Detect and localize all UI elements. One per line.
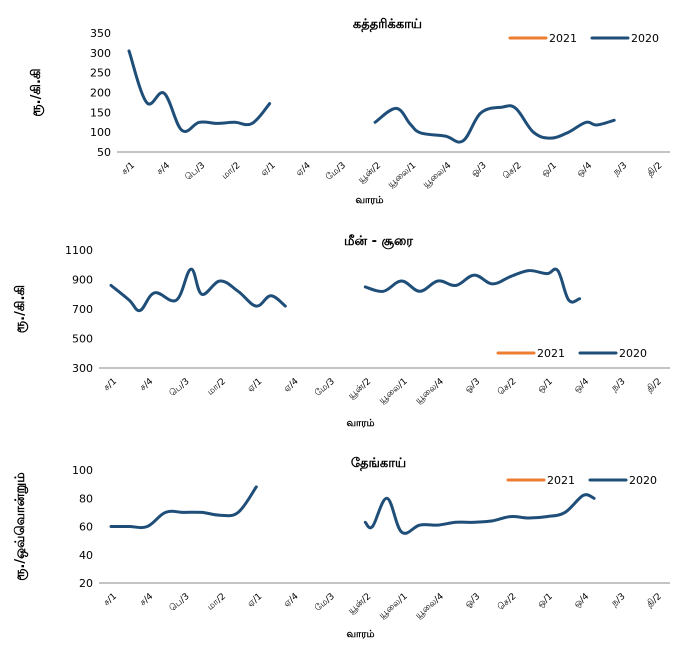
x-tick-label: ஏ/4 bbox=[282, 376, 301, 394]
y-tick-label: 200 bbox=[90, 87, 111, 100]
x-tick-label: மா/2 bbox=[206, 377, 228, 398]
x-tick-label: செ/2 bbox=[496, 592, 518, 613]
y-tick-label: 900 bbox=[72, 274, 93, 287]
y-tick-label: 40 bbox=[79, 549, 93, 562]
x-tick-label: ஓ/3 bbox=[463, 377, 482, 395]
series-2020-line-segment-2 bbox=[373, 104, 616, 144]
x-tick-label: ஏ/4 bbox=[282, 591, 301, 609]
y-tick-label: 500 bbox=[72, 333, 93, 346]
x-tick-label: ச/4 bbox=[155, 160, 172, 177]
y-tick-label: 80 bbox=[79, 492, 93, 505]
x-tick-label: ஏ/4 bbox=[294, 160, 313, 178]
x-tick-label: ஓ/3 bbox=[463, 592, 482, 610]
x-tick-label: ஒ/1 bbox=[536, 377, 555, 395]
x-tick-label: செ/2 bbox=[496, 377, 518, 398]
x-tick-label: ச/1 bbox=[120, 161, 137, 177]
legend-label-2021: 2021 bbox=[549, 32, 577, 45]
legend-label-2020: 2020 bbox=[629, 474, 657, 487]
x-tick-label: ச/4 bbox=[138, 591, 155, 608]
x-tick-label: யூலை/1 bbox=[377, 377, 409, 406]
x-tick-label: ச/4 bbox=[138, 376, 155, 393]
legend: 2021 2020 bbox=[508, 32, 659, 45]
x-tick-label: யூன்/2 bbox=[347, 592, 374, 617]
legend-label-2020: 2020 bbox=[631, 32, 659, 45]
series-2020-line-segment-2 bbox=[363, 267, 582, 304]
y-tick-label: 60 bbox=[79, 521, 93, 534]
x-axis-label: வாரம் bbox=[346, 418, 374, 429]
x-tick-label: யூலை/4 bbox=[414, 591, 446, 620]
y-tick-label: 350 bbox=[90, 27, 111, 40]
y-tick-label: 100 bbox=[72, 464, 93, 477]
chart-title: தேங்காய் bbox=[351, 456, 406, 471]
x-tick-label: ஒ/1 bbox=[536, 592, 555, 610]
x-tick-label: ஒ/4 bbox=[572, 591, 591, 609]
y-tick-label: 250 bbox=[90, 67, 111, 80]
legend-label-2021: 2021 bbox=[537, 347, 565, 360]
series-2020-line-segment-1 bbox=[109, 267, 287, 313]
x-tick-label: பெ/3 bbox=[168, 592, 192, 614]
x-tick-label: ஒ/4 bbox=[575, 160, 594, 178]
x-tick-label: யூன்/2 bbox=[347, 377, 374, 402]
x-tick-label: ஏ/1 bbox=[246, 377, 265, 395]
chart-panel-1: கத்தரிக்காய் ரூ./கி.கி 50 100 150 200 250 300 35… bbox=[29, 17, 670, 206]
x-tick-label: ஒ/4 bbox=[572, 376, 591, 394]
y-tick-label: 20 bbox=[79, 577, 93, 590]
legend: 2021 2020 bbox=[506, 474, 657, 487]
x-tick-label: மே/3 bbox=[313, 377, 337, 399]
series-2020-line-segment-1 bbox=[127, 49, 272, 133]
x-tick-label: ந/3 bbox=[610, 377, 628, 394]
x-tick-label: மே/3 bbox=[313, 592, 337, 614]
legend-label-2020: 2020 bbox=[619, 347, 647, 360]
y-axis-label: ரூ./கி.கி bbox=[13, 285, 28, 333]
x-tick-label: பெ/3 bbox=[184, 161, 208, 183]
x-tick-label: யூலை/4 bbox=[421, 160, 453, 189]
legend: 2021 2020 bbox=[496, 347, 647, 360]
x-tick-label: ச/1 bbox=[102, 592, 119, 608]
x-tick-label: ஏ/1 bbox=[259, 161, 278, 179]
x-tick-label: மா/2 bbox=[206, 592, 228, 613]
x-tick-label: தி/2 bbox=[645, 377, 664, 395]
x-tick-label: யூலை/4 bbox=[414, 376, 446, 405]
y-tick-label: 100 bbox=[90, 126, 111, 139]
y-tick-label: 300 bbox=[90, 47, 111, 60]
x-tick-label: யூலை/1 bbox=[386, 161, 418, 190]
x-tick-label: யூலை/1 bbox=[377, 592, 409, 621]
x-tick-label: தி/2 bbox=[646, 161, 665, 179]
x-axis-label: வாரம் bbox=[355, 195, 383, 206]
series-2020-line-segment-1 bbox=[109, 485, 258, 530]
x-tick-label: ஓ/3 bbox=[470, 161, 489, 179]
chart-panel-3: தேங்காய் ரூ./ஒவ்வொன்றும் 20 40 60 80 100 ச/1 ச/4… bbox=[13, 456, 670, 640]
y-axis-label: ரூ./ஒவ்வொன்றும் bbox=[13, 472, 28, 581]
x-tick-label: ஒ/1 bbox=[540, 161, 559, 179]
x-tick-label: ந/3 bbox=[612, 161, 630, 178]
x-tick-label: பெ/3 bbox=[168, 377, 192, 399]
y-tick-label: 300 bbox=[72, 362, 93, 375]
y-tick-label: 150 bbox=[90, 106, 111, 119]
x-axis-label: வாரம் bbox=[346, 629, 374, 640]
x-tick-label: ந/3 bbox=[610, 592, 628, 609]
chart-title: கத்தரிக்காய் bbox=[353, 17, 422, 32]
y-axis-label: ரூ./கி.கி bbox=[29, 68, 44, 116]
x-tick-label: ஏ/1 bbox=[246, 592, 265, 610]
x-tick-label: மே/3 bbox=[324, 161, 348, 183]
x-tick-label: யூன்/2 bbox=[356, 161, 383, 186]
chart-title: மீன் - சூரை bbox=[344, 233, 413, 249]
x-tick-label: தி/2 bbox=[645, 592, 664, 610]
legend-label-2021: 2021 bbox=[547, 474, 575, 487]
y-tick-label: 700 bbox=[72, 303, 93, 316]
x-tick-label: மா/2 bbox=[220, 161, 242, 182]
y-tick-label: 1100 bbox=[65, 244, 93, 257]
x-tick-label: ச/1 bbox=[102, 377, 119, 393]
series-2020-line-segment-2 bbox=[363, 493, 596, 535]
chart-panel-2: மீன் - சூரை ரூ./கி.கி 300 500 700 900 1100 ச/1 ச… bbox=[13, 233, 670, 429]
x-tick-label: செ/2 bbox=[501, 161, 523, 182]
y-tick-label: 50 bbox=[97, 146, 111, 159]
